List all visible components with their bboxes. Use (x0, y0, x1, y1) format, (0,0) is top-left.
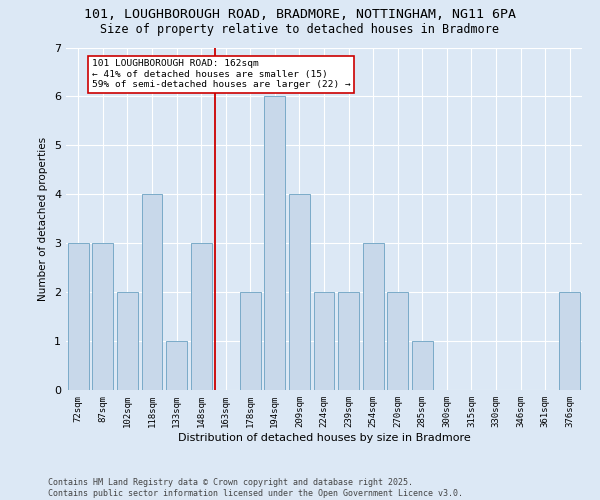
Text: 101, LOUGHBOROUGH ROAD, BRADMORE, NOTTINGHAM, NG11 6PA: 101, LOUGHBOROUGH ROAD, BRADMORE, NOTTIN… (84, 8, 516, 20)
Text: Contains HM Land Registry data © Crown copyright and database right 2025.
Contai: Contains HM Land Registry data © Crown c… (48, 478, 463, 498)
Bar (142, 194, 163, 390)
Bar (117, 292, 138, 390)
Bar (191, 243, 212, 390)
Bar (68, 243, 89, 390)
Bar (559, 292, 580, 390)
Bar (92, 243, 113, 390)
Bar (240, 292, 261, 390)
Bar (265, 96, 286, 390)
Bar (289, 194, 310, 390)
Text: 101 LOUGHBOROUGH ROAD: 162sqm
← 41% of detached houses are smaller (15)
59% of s: 101 LOUGHBOROUGH ROAD: 162sqm ← 41% of d… (92, 60, 350, 90)
Bar (412, 341, 433, 390)
Text: Size of property relative to detached houses in Bradmore: Size of property relative to detached ho… (101, 22, 499, 36)
Bar (387, 292, 408, 390)
Bar (362, 243, 383, 390)
Y-axis label: Number of detached properties: Number of detached properties (38, 136, 49, 301)
X-axis label: Distribution of detached houses by size in Bradmore: Distribution of detached houses by size … (178, 432, 470, 442)
Bar (166, 341, 187, 390)
Bar (338, 292, 359, 390)
Bar (314, 292, 334, 390)
